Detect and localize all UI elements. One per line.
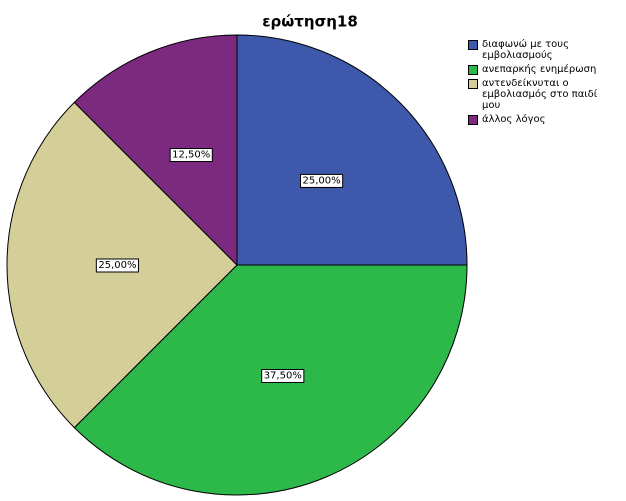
data-label-box bbox=[299, 173, 344, 188]
data-label: 37,50% bbox=[264, 370, 302, 381]
legend-label: διαφωνώ με τους εμβολιασμούς bbox=[482, 39, 569, 61]
pie-slice bbox=[73, 34, 238, 267]
legend-swatch bbox=[468, 115, 478, 125]
data-label: 12,50% bbox=[172, 150, 210, 161]
legend-item: διαφωνώ με τους εμβολιασμούς bbox=[468, 39, 618, 61]
legend-item: ανεπαρκής ενημέρωση bbox=[468, 64, 618, 75]
data-label-box bbox=[95, 258, 139, 273]
data-label-box bbox=[261, 368, 305, 383]
legend-swatch bbox=[468, 40, 478, 50]
legend-label: ανεπαρκής ενημέρωση bbox=[482, 64, 597, 75]
legend-swatch bbox=[468, 65, 478, 75]
data-label-box bbox=[169, 148, 213, 163]
data-label: 25,00% bbox=[98, 260, 136, 271]
legend-item: αντενδείκνυται ο εμβολιασμός στο παιδί μ… bbox=[468, 78, 618, 111]
legend-item: άλλος λόγος bbox=[468, 114, 618, 125]
legend-label: αντενδείκνυται ο εμβολιασμός στο παιδί μ… bbox=[482, 78, 598, 111]
legend-swatch bbox=[468, 79, 478, 89]
chart-title: ερώτηση18 bbox=[262, 13, 358, 31]
legend: διαφωνώ με τους εμβολιασμούς ανεπαρκής εν… bbox=[468, 39, 618, 128]
legend-label: άλλος λόγος bbox=[482, 114, 546, 125]
pie-slice bbox=[236, 34, 468, 266]
data-label: 25,00% bbox=[302, 175, 340, 186]
